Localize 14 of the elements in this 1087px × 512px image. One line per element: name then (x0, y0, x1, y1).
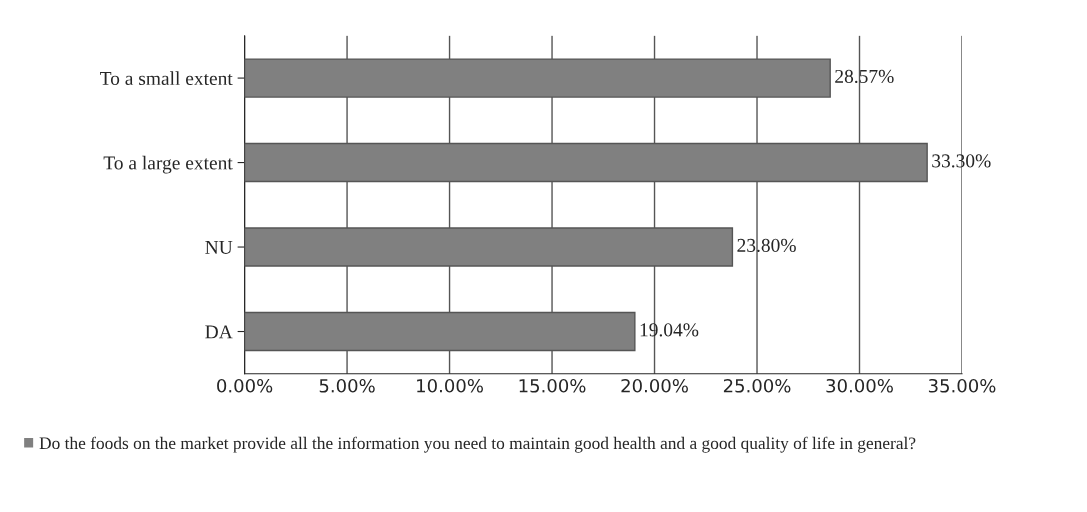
legend-label: Do the foods on the market provide all the information you need to maintain good health and a good quality of life in general? (39, 436, 916, 453)
x-tick-label: 0.00% (217, 378, 273, 393)
y-tick-label: NU (205, 241, 233, 254)
x-tick-label: 5.00% (319, 378, 375, 393)
data-label: 33.30% (932, 154, 991, 168)
y-tick-label: To a small extent (100, 71, 233, 86)
x-tick-label: 35.00% (928, 378, 996, 393)
x-tick-label: 30.00% (826, 378, 893, 393)
y-tick-label: To a large extent (103, 155, 233, 174)
x-tick-label: 20.00% (621, 378, 688, 393)
x-tick-label: 25.00% (723, 378, 791, 393)
x-tick-label: 10.00% (417, 378, 483, 393)
x-tick-label: 15.00% (519, 378, 586, 393)
y-tick-label: DA (205, 325, 233, 339)
